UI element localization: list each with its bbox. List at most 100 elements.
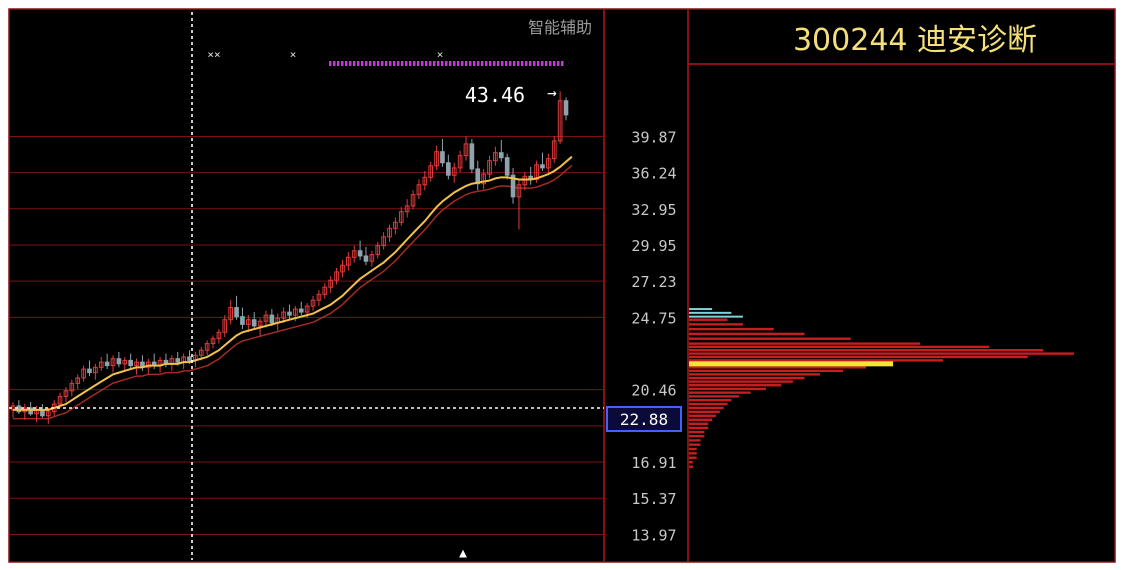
candle-down xyxy=(446,162,451,176)
chip-bar-red xyxy=(689,414,716,417)
magenta-signal-tick xyxy=(357,61,360,66)
candle-up xyxy=(416,184,422,196)
magenta-signal-tick xyxy=(349,61,352,66)
candle-up xyxy=(340,264,345,273)
chip-bar-red xyxy=(689,434,705,438)
magenta-signal-tick xyxy=(413,61,416,66)
candle-down xyxy=(540,164,545,169)
candle-up xyxy=(351,250,357,258)
candle-up xyxy=(75,377,81,384)
candle-up xyxy=(310,299,316,307)
candle-up xyxy=(245,319,251,325)
magenta-signal-tick xyxy=(485,61,488,66)
y-tick-label: 20.46 xyxy=(631,382,676,400)
chip-bar-red xyxy=(689,359,944,362)
magenta-signal-tick xyxy=(457,61,460,66)
candle-up xyxy=(516,184,522,198)
magenta-signal-tick xyxy=(537,61,540,66)
candle-down xyxy=(510,174,516,198)
magenta-signal-tick xyxy=(437,61,440,66)
magenta-signal-tick xyxy=(389,61,392,66)
peak-price-label: 43.46 xyxy=(465,83,525,107)
y-tick-label: 16.91 xyxy=(631,454,676,472)
peak-arrow-icon: → xyxy=(547,83,557,102)
candle-down xyxy=(175,358,181,363)
magenta-signal-tick xyxy=(513,61,516,66)
candle-up xyxy=(257,320,263,327)
candle-down xyxy=(498,152,504,159)
candle-up xyxy=(316,293,322,301)
candle-up xyxy=(122,359,128,365)
chip-bar-red xyxy=(689,439,701,442)
chip-bar-red xyxy=(689,395,740,398)
y-tick-label: 13.97 xyxy=(631,526,676,544)
price-gridlines xyxy=(9,135,604,535)
chip-bar-red xyxy=(689,352,1074,355)
current-price-label: 22.88 xyxy=(620,410,668,429)
candle-up xyxy=(293,308,298,316)
y-tick-label: 24.75 xyxy=(631,309,676,327)
chip-bar-red xyxy=(689,418,713,421)
chip-bar-red xyxy=(689,318,728,321)
candle-up xyxy=(410,194,416,207)
magenta-signal-tick xyxy=(501,61,504,66)
magenta-signal-tick xyxy=(505,61,508,66)
magenta-signal-tick xyxy=(441,61,444,66)
candle-up xyxy=(228,307,233,321)
chip-bar-red xyxy=(689,376,805,380)
chip-bar-red xyxy=(689,456,697,459)
y-tick-label: 36.24 xyxy=(631,165,676,183)
candle-down xyxy=(287,311,292,316)
magenta-signal-tick xyxy=(329,61,332,66)
candle-up xyxy=(375,245,381,256)
candle-up xyxy=(110,358,116,367)
current-price-box[interactable] xyxy=(606,406,682,432)
magenta-signal-tick xyxy=(393,61,396,66)
candle-up xyxy=(451,167,457,176)
magenta-signal-tick xyxy=(553,61,556,66)
candle-up xyxy=(463,143,469,157)
candle-down xyxy=(440,151,445,164)
magenta-signal-tick xyxy=(545,61,548,66)
candle-up xyxy=(81,368,86,379)
candle-up xyxy=(522,175,528,186)
magenta-signal-tick xyxy=(425,61,428,66)
magenta-signal-tick xyxy=(465,61,468,66)
magenta-signal-tick xyxy=(497,61,500,66)
candle-down xyxy=(104,361,110,367)
candle-down xyxy=(563,100,569,116)
chip-distribution xyxy=(689,308,1074,468)
candle-down xyxy=(363,255,369,262)
chip-bar-red xyxy=(689,391,751,394)
candle-down xyxy=(298,308,304,313)
signal-x-marker: ×× xyxy=(207,48,220,61)
candle-up xyxy=(281,311,286,319)
magenta-signal-tick xyxy=(433,61,436,66)
candle-down xyxy=(357,250,363,257)
chip-bar-red xyxy=(689,410,720,414)
chip-bar-red xyxy=(689,402,728,406)
signal-x-marker: × xyxy=(290,48,297,61)
bottom-triangle-marker: ▲ xyxy=(459,546,467,561)
magenta-signal-tick xyxy=(557,61,560,66)
magenta-signal-tick xyxy=(337,61,340,66)
candle-up xyxy=(551,140,557,160)
candle-up xyxy=(422,176,428,186)
chip-bar-red xyxy=(689,369,843,373)
chip-bar-yellow xyxy=(689,361,894,367)
magenta-signal-tick xyxy=(449,61,452,66)
chip-bar-red xyxy=(689,355,1028,359)
chart-background xyxy=(9,9,1115,562)
candle-up xyxy=(93,366,98,374)
chip-bar-red xyxy=(689,380,793,383)
magenta-signal-tick xyxy=(521,61,524,66)
y-tick-label: 39.87 xyxy=(631,128,676,146)
candle-up xyxy=(98,361,104,368)
y-tick-label: 29.95 xyxy=(631,237,676,255)
candle-up xyxy=(216,331,222,340)
candle-up xyxy=(369,254,375,262)
candle-up xyxy=(398,211,404,223)
chip-bar-cyan xyxy=(689,315,743,318)
signal-x-marker: × xyxy=(437,48,444,61)
